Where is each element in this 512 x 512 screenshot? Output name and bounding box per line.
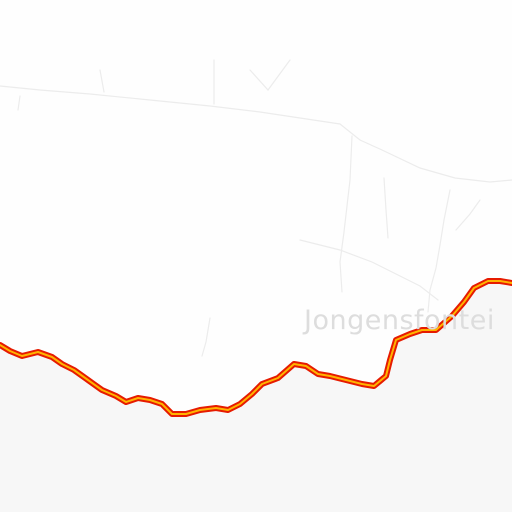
coastline	[0, 278, 512, 417]
sea-area	[0, 281, 512, 512]
place-marker-icon[interactable]	[386, 320, 394, 328]
road-network	[0, 59, 512, 357]
